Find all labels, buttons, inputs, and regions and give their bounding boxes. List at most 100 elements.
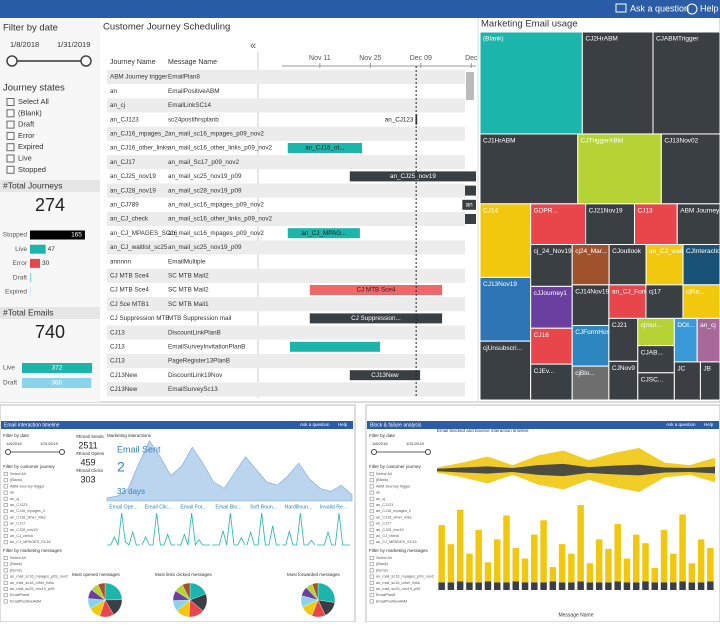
checkbox[interactable] bbox=[369, 568, 374, 573]
checkbox[interactable] bbox=[369, 509, 374, 514]
checkbox[interactable] bbox=[369, 472, 374, 476]
treemap-cell[interactable] bbox=[479, 340, 532, 401]
checkbox[interactable] bbox=[369, 490, 374, 495]
treemap-cell[interactable] bbox=[479, 203, 532, 278]
checkbox[interactable] bbox=[369, 534, 374, 538]
checkbox[interactable] bbox=[369, 515, 374, 520]
checkbox[interactable] bbox=[6, 165, 15, 174]
treemap-cell[interactable] bbox=[530, 327, 573, 365]
checkbox[interactable] bbox=[3, 574, 8, 579]
checkbox[interactable] bbox=[3, 509, 8, 514]
treemap-cell[interactable] bbox=[585, 203, 635, 246]
checkbox[interactable] bbox=[3, 562, 8, 567]
help-icon[interactable] bbox=[686, 3, 698, 15]
treemap-cell[interactable] bbox=[608, 317, 639, 362]
checkbox[interactable] bbox=[369, 593, 374, 598]
cell-label: CJ2HrABM bbox=[585, 36, 618, 43]
checkbox[interactable] bbox=[369, 599, 374, 604]
filter-option: an bbox=[376, 491, 380, 495]
checkbox[interactable] bbox=[3, 568, 8, 573]
checkbox[interactable] bbox=[6, 131, 15, 140]
checkbox[interactable] bbox=[369, 521, 374, 526]
treemap-cell[interactable] bbox=[479, 133, 579, 205]
ask-link[interactable]: Ask a question bbox=[666, 422, 696, 427]
ask-link[interactable]: Ask a question bbox=[300, 422, 330, 427]
checkbox[interactable] bbox=[369, 540, 374, 545]
checkbox[interactable] bbox=[3, 515, 8, 520]
checkbox[interactable] bbox=[369, 527, 374, 532]
help-link[interactable]: Help bbox=[700, 3, 719, 13]
treemap-cell[interactable] bbox=[530, 363, 573, 401]
slider-handle[interactable] bbox=[425, 449, 431, 455]
checkbox[interactable] bbox=[3, 503, 8, 507]
slider-handle[interactable] bbox=[6, 55, 18, 67]
treemap-cell[interactable] bbox=[571, 324, 610, 367]
checkbox[interactable] bbox=[369, 587, 374, 591]
filter-option: an_CJ17 bbox=[10, 522, 25, 526]
treemap-cell[interactable] bbox=[608, 284, 647, 319]
filter-option: an_CJ123 bbox=[10, 503, 27, 507]
treemap-cell[interactable] bbox=[660, 133, 720, 205]
treemap-cell[interactable] bbox=[645, 244, 684, 286]
treemap-cell[interactable] bbox=[682, 244, 720, 286]
checkbox[interactable] bbox=[3, 580, 8, 585]
treemap-cell[interactable] bbox=[530, 244, 573, 287]
checkbox[interactable] bbox=[3, 484, 8, 489]
row-band bbox=[107, 98, 465, 113]
checkbox[interactable] bbox=[6, 143, 15, 152]
slider-handle[interactable] bbox=[5, 449, 11, 455]
checkbox[interactable] bbox=[3, 527, 8, 532]
ask-link[interactable]: Ask a question bbox=[630, 3, 689, 13]
checkbox[interactable] bbox=[6, 120, 15, 129]
checkbox[interactable] bbox=[3, 556, 8, 560]
slider-handle[interactable] bbox=[80, 55, 92, 67]
collapse-icon[interactable]: « bbox=[250, 40, 256, 52]
slider-handle[interactable] bbox=[371, 449, 377, 455]
message-name: DiscountLink19Nov bbox=[168, 372, 223, 379]
treemap-cell[interactable] bbox=[633, 203, 678, 246]
treemap-cell[interactable] bbox=[530, 203, 587, 246]
checkbox[interactable] bbox=[369, 556, 374, 560]
help-link[interactable]: Help bbox=[338, 422, 348, 427]
treemap-cell[interactable] bbox=[479, 31, 583, 135]
cell-label: CJABMTrigger bbox=[656, 36, 699, 43]
checkbox[interactable] bbox=[3, 599, 8, 604]
treemap-cell[interactable] bbox=[637, 372, 675, 401]
checkbox[interactable] bbox=[3, 534, 8, 538]
checkbox[interactable] bbox=[3, 496, 8, 501]
checkbox[interactable] bbox=[3, 540, 8, 545]
help-link[interactable]: Help bbox=[704, 422, 714, 427]
checkbox[interactable] bbox=[6, 154, 15, 163]
treemap-cell[interactable] bbox=[581, 31, 654, 135]
treemap-cell[interactable] bbox=[608, 244, 647, 286]
filter-option: EmailPlan8 bbox=[376, 593, 395, 597]
checkbox[interactable] bbox=[369, 580, 374, 585]
checkbox[interactable] bbox=[6, 98, 15, 106]
checkbox[interactable] bbox=[369, 562, 374, 567]
ask-icon[interactable] bbox=[615, 3, 627, 13]
checkbox[interactable] bbox=[369, 484, 374, 489]
checkbox[interactable] bbox=[369, 478, 374, 483]
state-option: Error bbox=[18, 131, 35, 140]
checkbox[interactable] bbox=[3, 478, 8, 483]
checkbox[interactable] bbox=[6, 109, 15, 118]
slider-handle[interactable] bbox=[59, 449, 65, 455]
checkbox[interactable] bbox=[3, 593, 8, 598]
treemap-cell[interactable] bbox=[699, 361, 720, 401]
checkbox[interactable] bbox=[3, 521, 8, 526]
filter-title: Filter by marketing messages bbox=[3, 548, 63, 553]
bar-segment bbox=[577, 581, 584, 590]
checkbox[interactable] bbox=[369, 496, 374, 501]
kpi-value: 274 bbox=[35, 195, 65, 215]
treemap-cell[interactable] bbox=[571, 284, 610, 326]
bar-segment bbox=[438, 582, 445, 590]
checkbox[interactable] bbox=[369, 574, 374, 579]
checkbox[interactable] bbox=[3, 490, 8, 495]
checkbox[interactable] bbox=[3, 472, 8, 476]
checkbox[interactable] bbox=[369, 503, 374, 507]
treemap-cell[interactable] bbox=[652, 31, 720, 135]
treemap-cell[interactable] bbox=[673, 361, 701, 401]
scrollbar[interactable] bbox=[466, 72, 474, 100]
checkbox[interactable] bbox=[3, 587, 8, 591]
treemap-cell[interactable] bbox=[676, 203, 720, 246]
